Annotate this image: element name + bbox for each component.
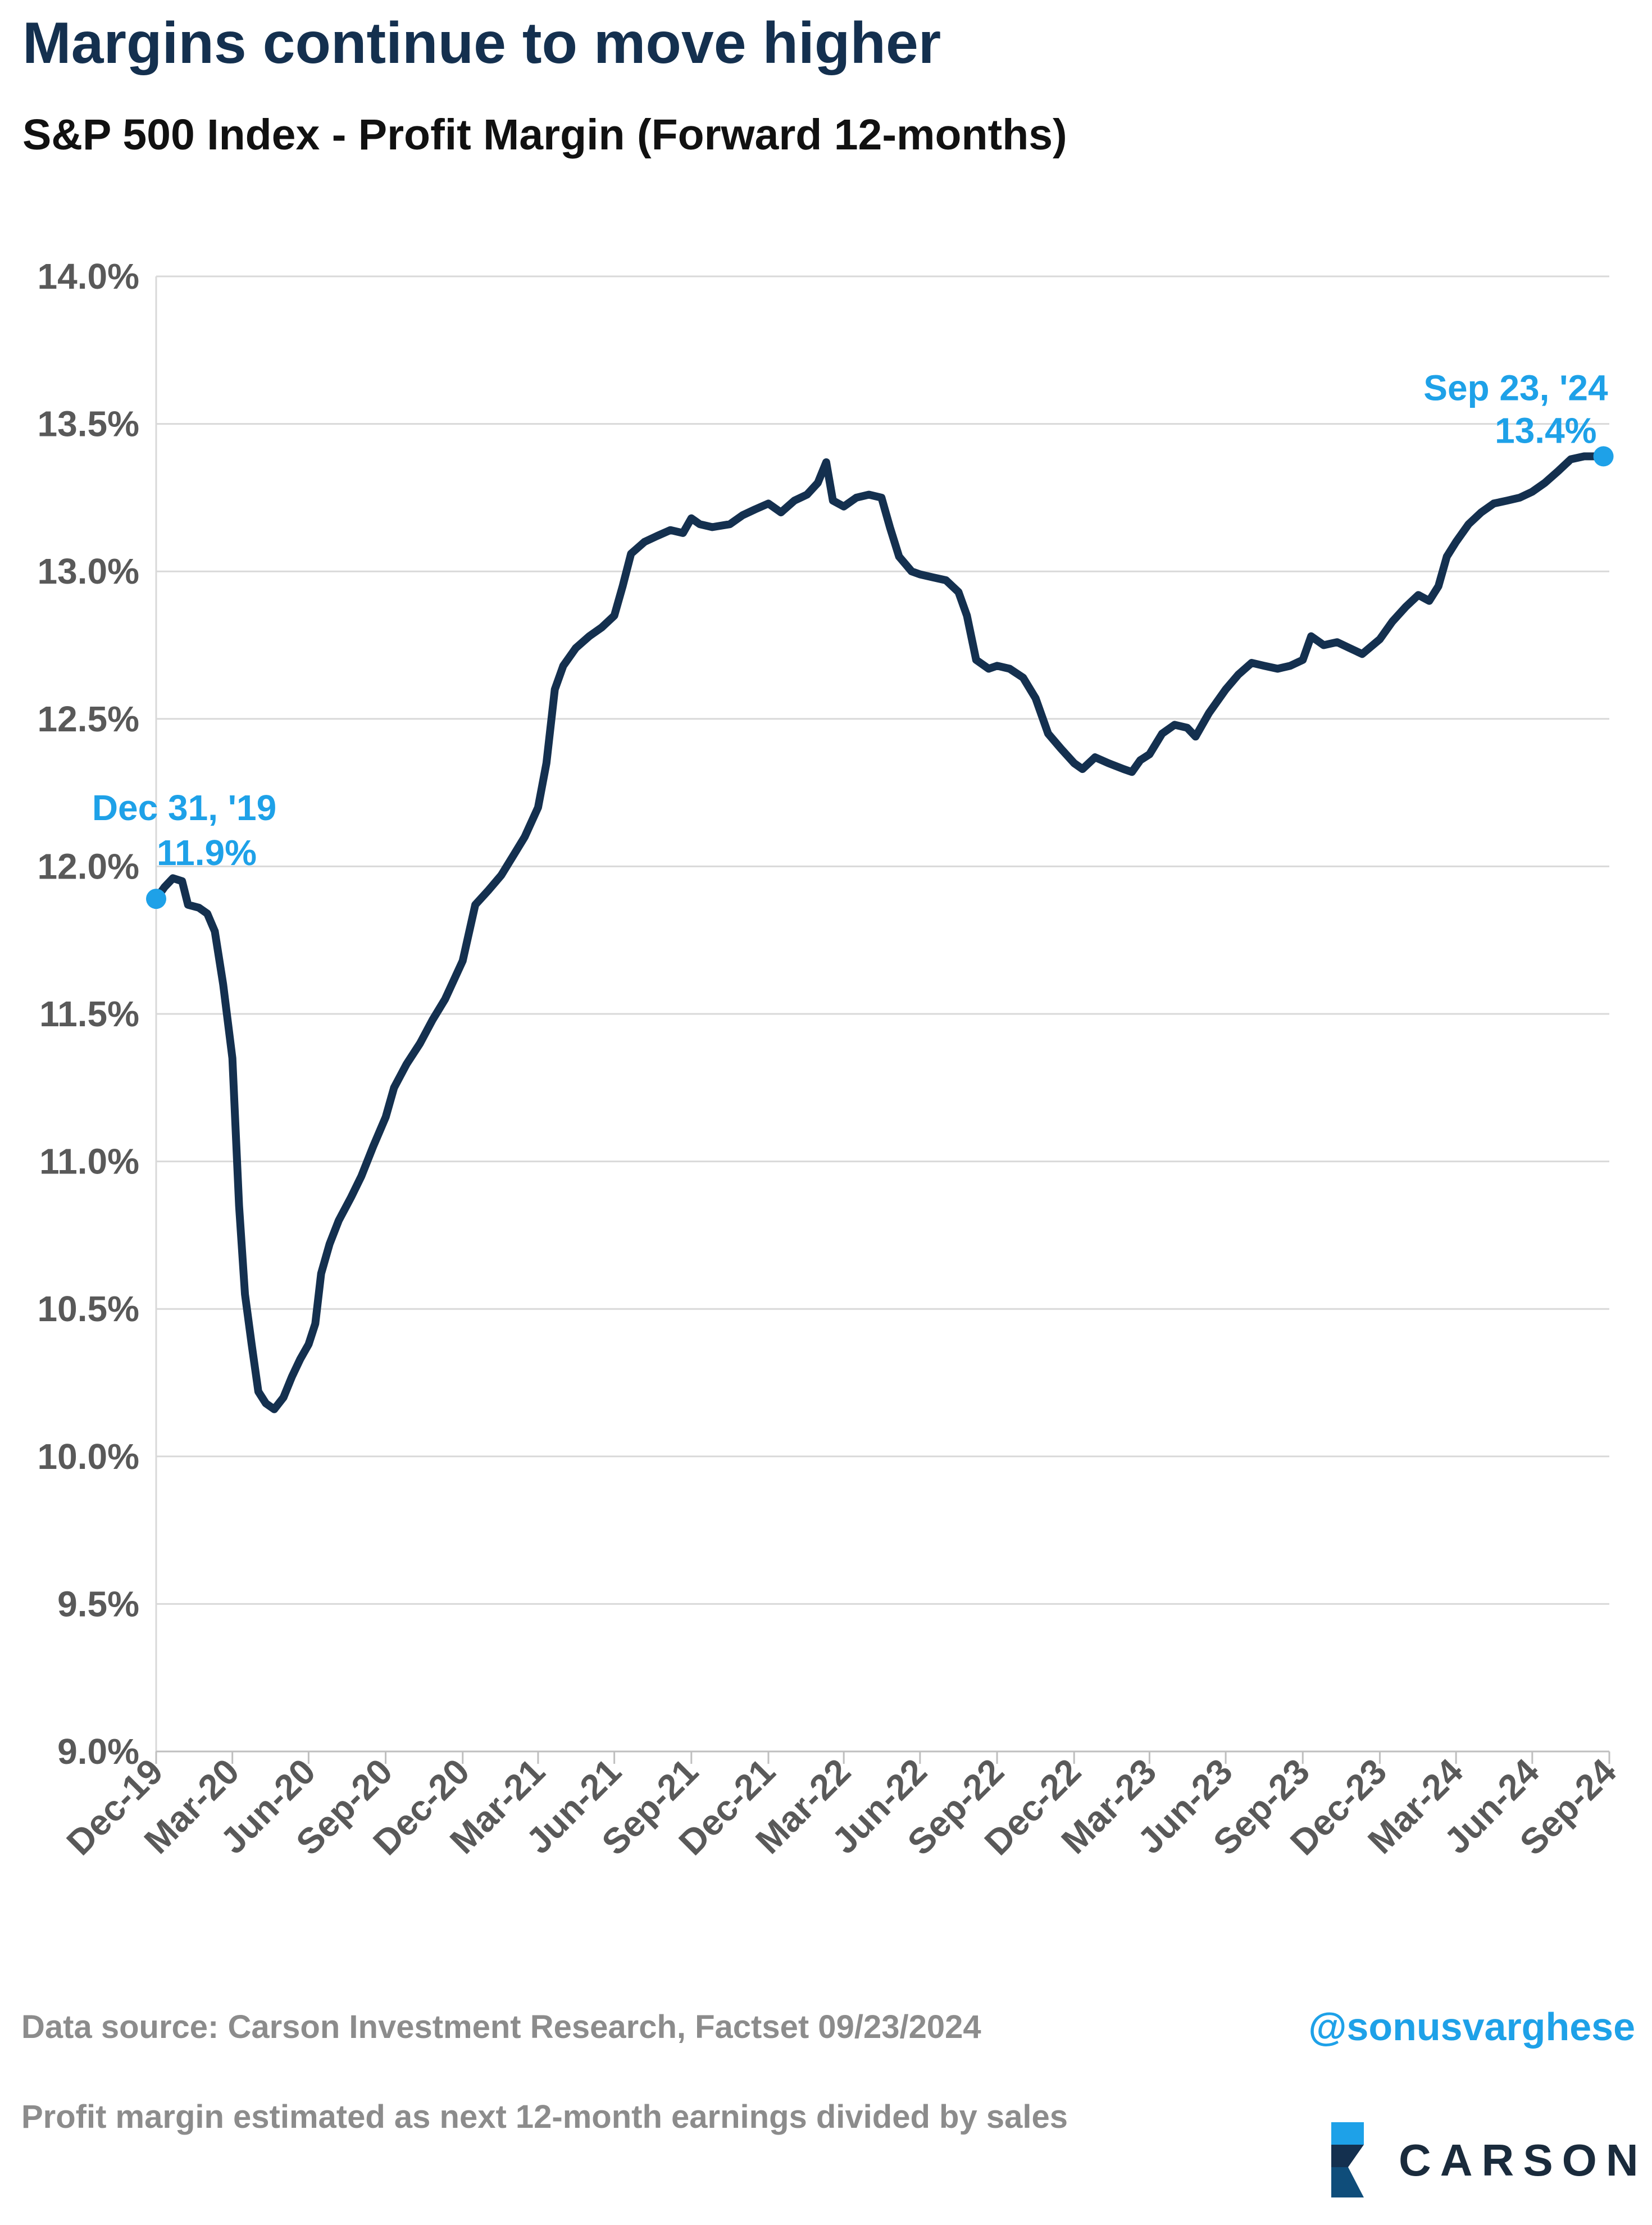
annotation-value-label: 11.9%	[157, 832, 257, 873]
y-tick-label: 13.0%	[38, 551, 139, 591]
y-tick-label: 14.0%	[38, 256, 139, 297]
annotation-marker	[1593, 446, 1614, 467]
methodology-note: Profit margin estimated as next 12-month…	[21, 2099, 1068, 2135]
annotation-marker	[146, 889, 166, 909]
y-tick-labels: 9.0% 9.5% 10.0% 10.5% 11.0% 11.5% 12.0% 12.5% 13…	[38, 256, 139, 1772]
y-tick-label: 11.5%	[39, 994, 139, 1034]
chart-title: Margins continue to move higher	[22, 11, 941, 76]
carson-logo: CARSON	[1314, 2118, 1640, 2202]
gridlines	[156, 275, 1609, 1753]
y-tick-label: 12.0%	[38, 846, 139, 886]
series-lines	[152, 452, 1608, 1413]
line-chart: 9.0% 9.5% 10.0% 10.5% 11.0% 11.5% 12.0% 12.5% 13…	[38, 256, 1624, 1863]
annotation-value-label: 13.4%	[1495, 410, 1596, 451]
data-source-note: Data source: Carson Investment Research,…	[21, 2009, 981, 2045]
carson-logo-icon	[1331, 2122, 1364, 2197]
annotation-date-label: Sep 23, '24	[1423, 367, 1608, 408]
axes	[155, 276, 1610, 1764]
y-tick-label: 13.5%	[38, 404, 139, 444]
carson-logo-text: CARSON	[1399, 2135, 1648, 2185]
series-line-profit-margin	[152, 452, 1608, 1413]
y-tick-label: 12.5%	[38, 699, 139, 739]
chart-subtitle: S&P 500 Index - Profit Margin (Forward 1…	[22, 111, 1067, 159]
y-tick-label: 9.5%	[57, 1584, 139, 1624]
x-tick-labels: Dec-19Mar-20Jun-20Sep-20Dec-20Mar-21Jun-…	[59, 1751, 1624, 1863]
y-tick-label: 9.0%	[57, 1731, 139, 1772]
y-tick-label: 10.0%	[38, 1436, 139, 1477]
y-tick-label: 11.0%	[39, 1141, 139, 1182]
annotation-date-label: Dec 31, '19	[92, 788, 276, 828]
author-handle[interactable]: @sonusvarghese	[1308, 2005, 1635, 2049]
y-tick-label: 10.5%	[38, 1289, 139, 1329]
